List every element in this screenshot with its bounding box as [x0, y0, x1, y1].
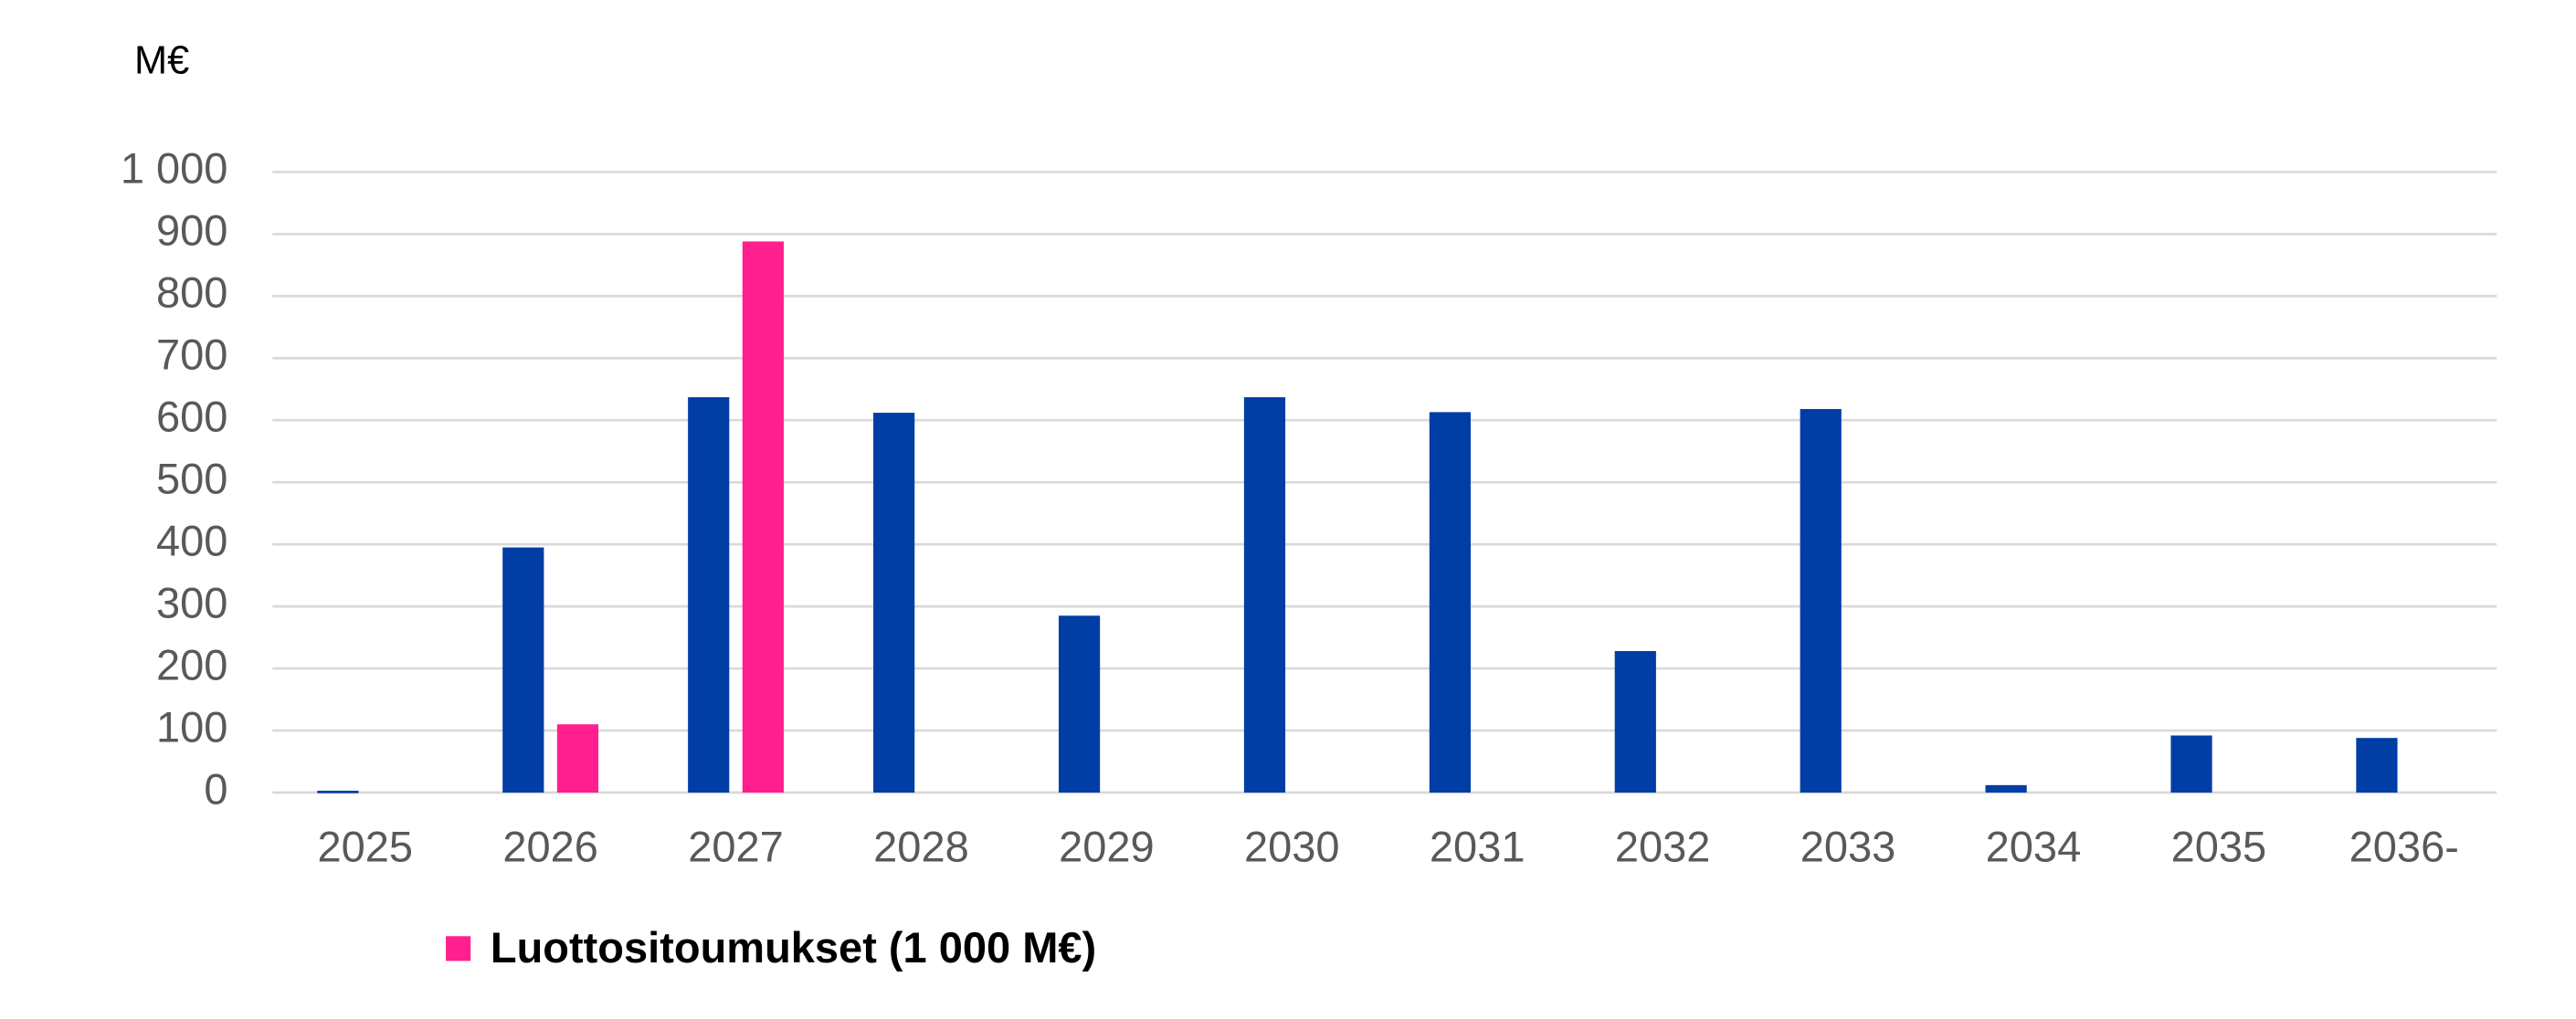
y-tick-label: 800: [156, 268, 227, 317]
y-tick-label: 0: [204, 764, 227, 813]
y-tick-label: 900: [156, 206, 227, 255]
x-tick-label: 2036-: [2349, 823, 2459, 871]
bar: [317, 790, 359, 793]
bar: [1058, 615, 1101, 793]
bar: [2170, 735, 2212, 793]
x-tick-label: 2035: [2171, 823, 2267, 871]
y-axis-label: M€: [134, 38, 189, 82]
bar: [1429, 412, 1471, 793]
x-tick-label: 2026: [502, 823, 598, 871]
legend-label: Luottositoumukset (1 000 M€): [491, 923, 1096, 972]
x-tick-label: 2033: [1800, 823, 1896, 871]
bar: [1985, 784, 2027, 793]
x-tick-label: 2027: [688, 823, 784, 871]
x-tick-label: 2028: [873, 823, 969, 871]
x-tick-label: 2031: [1430, 823, 1526, 871]
y-tick-label: 700: [156, 331, 227, 379]
bar: [873, 413, 915, 793]
y-tick-label: 600: [156, 393, 227, 441]
y-tick-label: 400: [156, 517, 227, 565]
x-tick-label: 2025: [317, 823, 413, 871]
x-tick-label: 2034: [1986, 823, 2082, 871]
bar: [556, 724, 599, 793]
y-tick-label: 200: [156, 641, 227, 689]
y-tick-label: 100: [156, 702, 227, 751]
bar: [688, 397, 730, 793]
bar: [742, 241, 784, 793]
bar: [1243, 397, 1286, 793]
bar: [502, 547, 544, 793]
legend-swatch: [446, 936, 471, 961]
y-tick-label: 500: [156, 455, 227, 503]
y-tick-label: 300: [156, 579, 227, 627]
bar: [1800, 408, 1842, 793]
x-tick-label: 2029: [1059, 823, 1155, 871]
bar: [1614, 651, 1656, 793]
bar: [2356, 738, 2398, 793]
y-tick-label: 1 000: [121, 144, 228, 193]
x-tick-label: 2032: [1615, 823, 1711, 871]
x-tick-label: 2030: [1244, 823, 1340, 871]
